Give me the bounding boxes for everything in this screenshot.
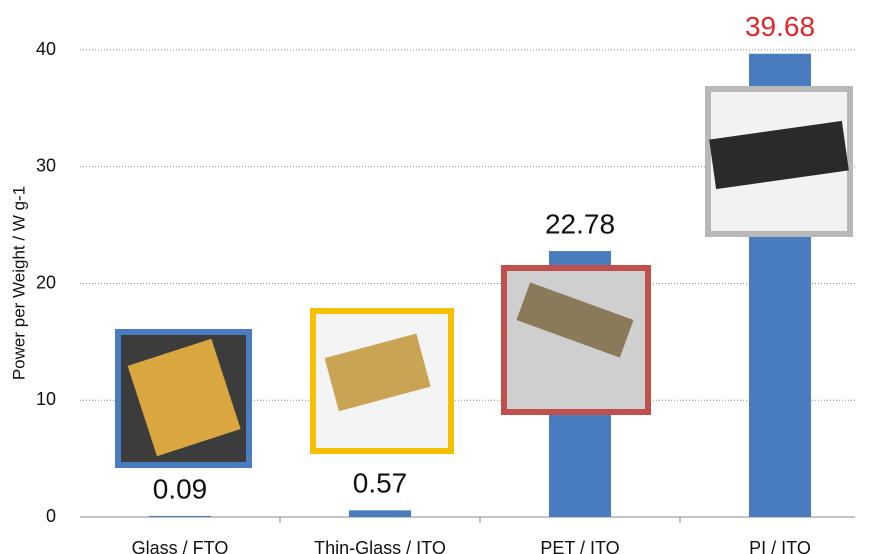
- y-axis-label: Power per Weight / W g-1: [9, 186, 28, 380]
- photo-insets: [115, 86, 853, 468]
- x-tick-label: PET / ITO: [540, 538, 619, 554]
- value-label: 0.09: [153, 473, 208, 504]
- photo: [709, 120, 849, 190]
- photo: [127, 338, 241, 457]
- bar: [349, 510, 411, 517]
- x-tick-label: Glass / FTO: [132, 538, 229, 554]
- y-tick-label: 40: [36, 39, 56, 59]
- value-label: 39.68: [745, 11, 815, 42]
- value-label: 22.78: [545, 208, 615, 239]
- y-tick-label: 20: [36, 272, 56, 292]
- bar: [149, 515, 211, 517]
- x-tick-label: PI / ITO: [749, 538, 811, 554]
- y-tick-label: 10: [36, 389, 56, 409]
- y-tick-label: 30: [36, 156, 56, 176]
- y-tick-label: 0: [46, 506, 56, 526]
- photo: [516, 282, 634, 358]
- x-tick-label: Thin-Glass / ITO: [314, 538, 446, 554]
- labels: 0 10 20 30 40 Glass / FTO 0.09 Thin-Glass / ITO…: [36, 11, 815, 554]
- value-label: 0.57: [353, 468, 408, 499]
- photo: [324, 333, 431, 412]
